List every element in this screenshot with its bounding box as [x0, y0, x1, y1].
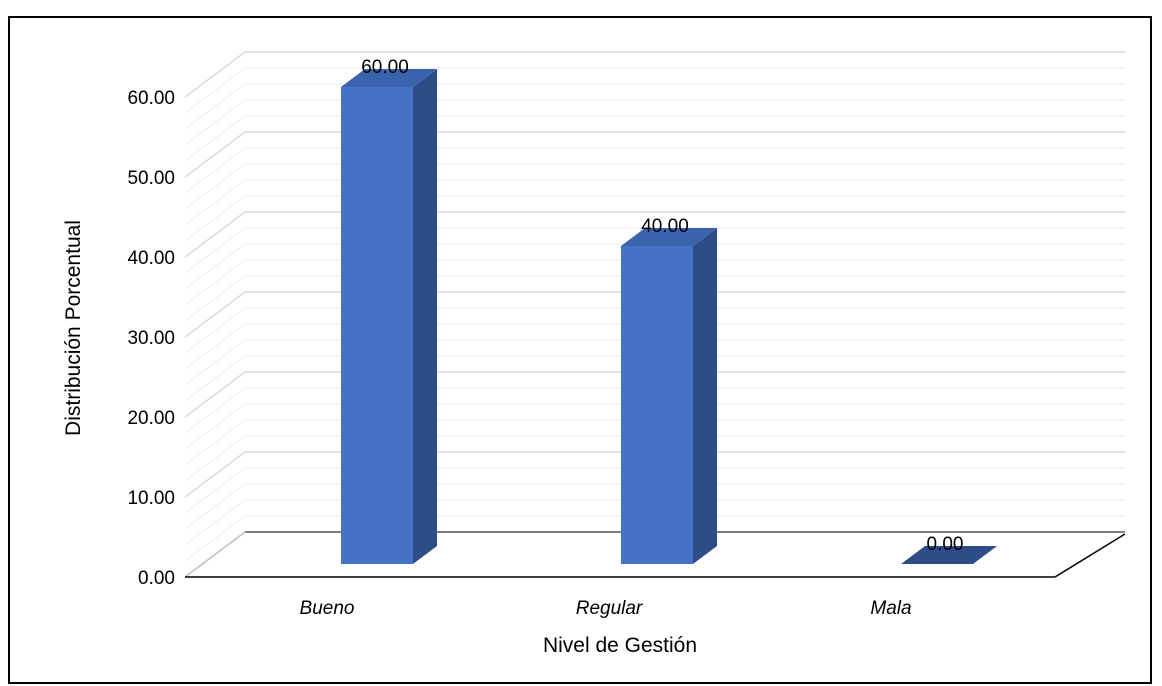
gridline-minor-side	[184, 419, 246, 466]
gridline-minor-side	[184, 115, 246, 162]
y-tick-label: 50.00	[127, 168, 175, 189]
gridline-minor-side	[184, 163, 246, 210]
y-tick-label: 0.00	[138, 568, 175, 589]
gridline-minor-side	[184, 387, 246, 434]
x-tick-label: Bueno	[300, 598, 355, 619]
gridline-major-side	[184, 131, 246, 178]
gridline-minor-side	[184, 307, 246, 354]
bar-front	[341, 87, 413, 564]
gridline-minor-side	[184, 467, 246, 514]
gridline-minor-side	[184, 499, 246, 546]
labels: 0.00 10.00 20.00 30.00 40.00 50.00 60.00 60.00 B…	[127, 57, 963, 619]
data-label: 40.00	[641, 216, 689, 237]
bar-regular	[621, 228, 717, 564]
gridline-major-side	[184, 211, 246, 258]
gridline-major-side	[184, 51, 246, 98]
x-axis-title: Nivel de Gestión	[543, 634, 697, 657]
bar-bueno	[341, 69, 437, 564]
gridline-minor-side	[184, 67, 246, 114]
chart-frame: 0.00 10.00 20.00 30.00 40.00 50.00 60.00 60.00 B…	[8, 16, 1152, 684]
bar-chart: 0.00 10.00 20.00 30.00 40.00 50.00 60.00 60.00 B…	[62, 51, 1126, 657]
y-tick-label: 60.00	[127, 88, 175, 109]
gridline-minor-side	[184, 243, 246, 290]
gridline-minor-side	[184, 483, 246, 530]
bar-mala	[901, 546, 997, 564]
bar-top	[341, 69, 437, 87]
gridline-minor-side	[184, 339, 246, 386]
floor-right-edge	[1054, 533, 1126, 578]
gridline-major-side	[184, 451, 246, 498]
gridline-minor-side	[184, 227, 246, 274]
bar-top	[901, 546, 997, 564]
y-tick-label: 20.00	[127, 408, 175, 429]
x-tick-label: Regular	[576, 598, 643, 619]
floor-left-edge	[184, 531, 246, 578]
bars	[341, 69, 997, 564]
bar-side	[693, 228, 717, 564]
bar-side	[413, 69, 437, 564]
y-tick-label: 30.00	[127, 328, 175, 349]
gridline-minor-side	[184, 195, 246, 242]
y-tick-label: 10.00	[127, 488, 175, 509]
gridline-minor-side	[184, 259, 246, 306]
bar-front	[621, 246, 693, 564]
y-axis-title: Distribución Porcentual	[62, 220, 85, 436]
gridline-minor-side	[184, 99, 246, 146]
data-label: 0.00	[927, 534, 964, 555]
bar-top	[621, 228, 717, 246]
gridline-minor-side	[184, 83, 246, 130]
gridline-minor-side	[184, 435, 246, 482]
gridline-minor-side	[184, 403, 246, 450]
gridline-minor-side	[184, 275, 246, 322]
gridline-minor-side	[184, 147, 246, 194]
gridline-minor-side	[184, 323, 246, 370]
gridline-minor-side	[184, 515, 246, 562]
x-tick-label: Mala	[870, 598, 911, 619]
data-label: 60.00	[361, 57, 409, 78]
gridline-minor-side	[184, 355, 246, 402]
y-tick-label: 40.00	[127, 248, 175, 269]
gridline-major-side	[184, 371, 246, 418]
gridline-major-side	[184, 291, 246, 338]
gridline-minor-side	[184, 179, 246, 226]
